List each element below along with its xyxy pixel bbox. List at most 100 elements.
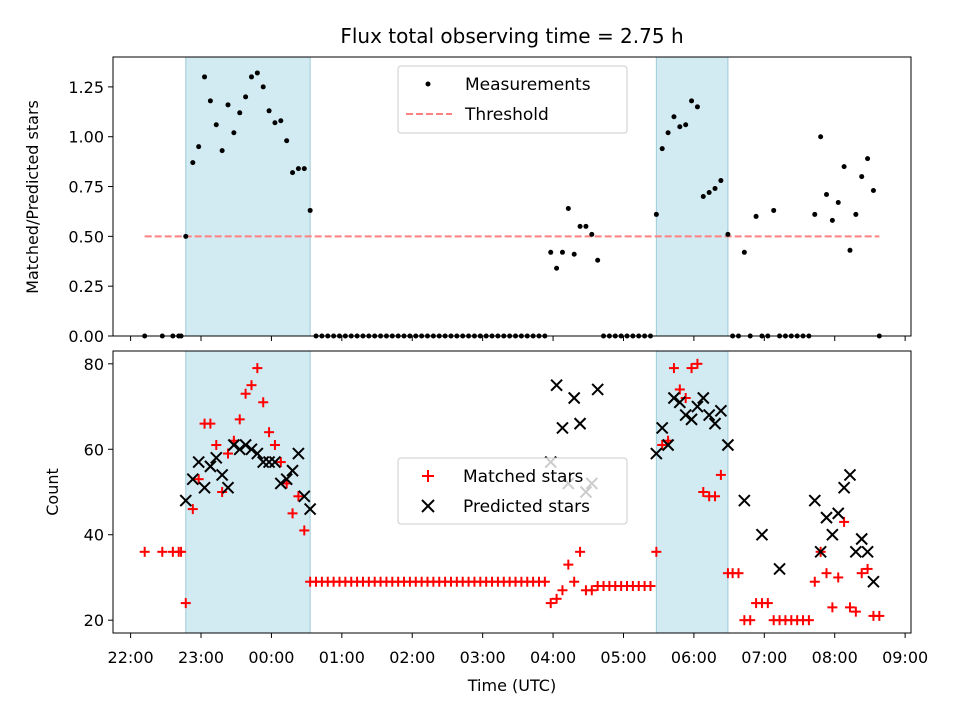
- measurement-point: [225, 102, 231, 108]
- measurement-point: [753, 213, 759, 219]
- matched-star-point: [827, 602, 838, 613]
- matched-star-point: [287, 508, 298, 519]
- measurement-point: [677, 124, 683, 130]
- matched-star-point: [680, 393, 691, 403]
- measurement-point: [577, 223, 583, 229]
- legend-threshold-label: Threshold: [464, 105, 549, 125]
- matched-star-point: [692, 358, 703, 369]
- predicted-star-point: [274, 477, 288, 490]
- predicted-star-point: [814, 545, 827, 559]
- measurement-point: [689, 98, 695, 104]
- measurement-point: [295, 166, 301, 172]
- predicted-star-point: [755, 528, 769, 541]
- predicted-star-stroke: [855, 532, 868, 546]
- measurement-point: [824, 192, 830, 198]
- measurement-point: [196, 144, 202, 150]
- matched-star-point: [545, 598, 556, 609]
- predicted-star-point: [245, 443, 258, 456]
- predicted-star-stroke: [257, 455, 270, 469]
- measurement-point: [213, 122, 219, 128]
- matched-star-point: [557, 585, 568, 596]
- predicted-star-stroke: [591, 383, 604, 396]
- predicted-star-stroke: [192, 455, 205, 469]
- predicted-star-point: [286, 464, 299, 477]
- predicted-star-stroke: [755, 528, 769, 541]
- predicted-star-point: [210, 451, 223, 465]
- measurement-point: [683, 122, 689, 128]
- predicted-star-point: [843, 468, 857, 482]
- predicted-star-stroke: [556, 421, 569, 435]
- legend-predicted-label: Predicted stars: [463, 497, 590, 517]
- predicted-star-stroke: [251, 447, 264, 460]
- predicted-star-point: [221, 481, 235, 494]
- predicted-star-point: [773, 562, 786, 576]
- measurement-point: [278, 118, 284, 124]
- predicted-star-point: [292, 447, 305, 460]
- predicted-star-stroke: [820, 511, 833, 524]
- predicted-star-point: [262, 455, 276, 469]
- predicted-star-stroke: [685, 413, 698, 426]
- predicted-star-point: [280, 472, 293, 486]
- predicted-star-stroke: [303, 502, 317, 516]
- matched-star-point: [839, 516, 850, 527]
- predicted-star-point: [861, 545, 874, 559]
- measurement-point: [571, 251, 577, 257]
- bottom-legend-box: [397, 457, 628, 525]
- predicted-star-stroke: [239, 438, 252, 452]
- bottom-legend: Matched stars Predicted stars: [397, 457, 628, 525]
- predicted-star-stroke: [837, 481, 851, 494]
- matched-star-point: [809, 576, 820, 587]
- matched-star-point: [833, 572, 844, 583]
- measurement-point: [700, 194, 706, 199]
- measurement-point: [712, 186, 718, 192]
- predicted-star-point: [685, 413, 698, 426]
- measurement-point: [771, 207, 777, 213]
- x-tick-label: 07:00: [741, 648, 787, 667]
- matched-star-point: [223, 448, 234, 459]
- measurement-point: [237, 110, 243, 116]
- top-x-axis-ticks: [130, 336, 906, 341]
- matched-star-point: [674, 384, 685, 395]
- matched-star-point: [211, 440, 222, 450]
- bottom-y-axis-ticks: 20 40 60 80: [84, 355, 113, 630]
- matched-star-point: [762, 598, 773, 609]
- predicted-star-stroke: [204, 460, 217, 473]
- predicted-star-stroke: [738, 494, 751, 507]
- matched-star-point: [176, 546, 187, 557]
- x-tick-label: 23:00: [178, 648, 224, 667]
- bottom-y-tick-label: 40: [84, 526, 104, 545]
- predicted-star-stroke: [708, 417, 722, 430]
- x-tick-label: 06:00: [671, 648, 717, 667]
- predicted-star-point: [832, 507, 845, 520]
- predicted-star-point: [215, 468, 229, 482]
- measurement-point: [202, 74, 208, 80]
- predicted-star-stroke: [280, 472, 293, 486]
- matched-star-point: [715, 469, 726, 480]
- measurement-point: [812, 211, 818, 217]
- legend-measurements-marker: [425, 81, 431, 87]
- measurement-point: [290, 170, 296, 176]
- predicted-star-point: [826, 528, 839, 541]
- measurement-point: [583, 223, 589, 229]
- measurement-point: [548, 249, 554, 255]
- star-count-panel: 20 40 60 80 22:00 23:00 00:00 01:00 02:00 03:00 0…: [43, 350, 928, 695]
- predicted-star-point: [849, 545, 863, 559]
- measurement-point: [254, 70, 260, 76]
- matched-star-point: [269, 440, 280, 450]
- predicted-star-point: [721, 438, 735, 452]
- x-tick-label: 22:00: [108, 648, 154, 667]
- top-plot-frame: [112, 56, 912, 337]
- measurement-point: [272, 120, 278, 126]
- predicted-star-point: [239, 438, 252, 452]
- predicted-star-stroke: [826, 528, 839, 541]
- bottom-shaded-intervals: [185, 350, 729, 634]
- predicted-star-stroke: [198, 481, 211, 494]
- measurement-point: [841, 164, 847, 170]
- matched-star-point: [856, 568, 867, 579]
- legend-measurements-label: Measurements: [465, 75, 591, 95]
- matched-star-point: [745, 615, 756, 626]
- predicted-star-point: [257, 455, 270, 469]
- predicted-star-stroke: [262, 455, 276, 469]
- matched-star-point: [698, 487, 709, 497]
- matched-star-point: [874, 610, 885, 621]
